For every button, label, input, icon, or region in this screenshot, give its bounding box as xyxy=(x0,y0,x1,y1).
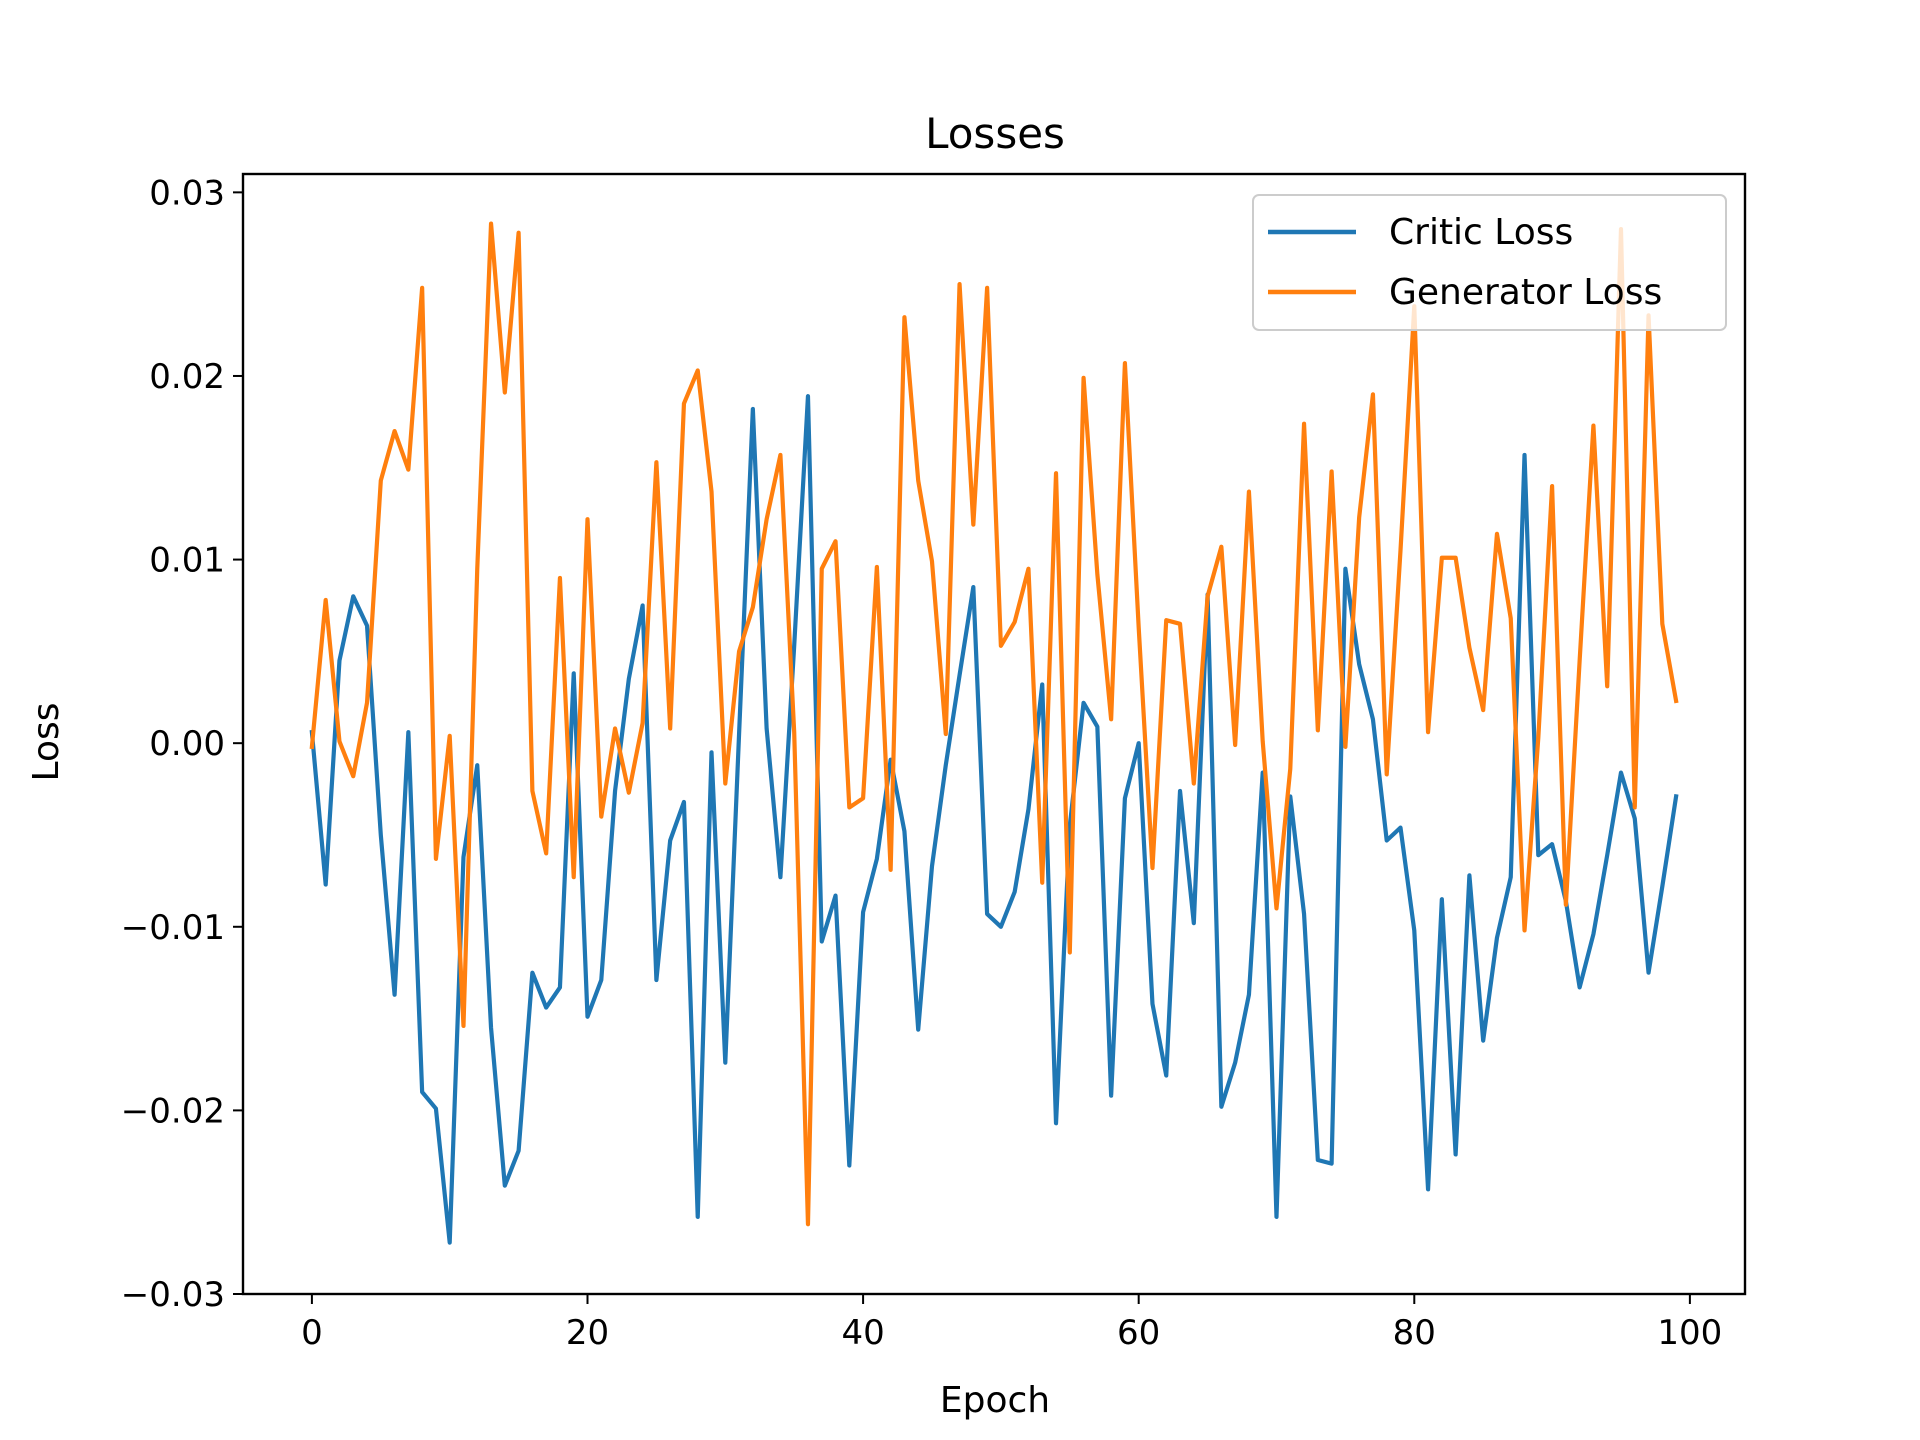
y-tick-label: −0.03 xyxy=(121,1275,225,1315)
legend: Critic Loss Generator Loss xyxy=(1252,194,1727,331)
plot-frame xyxy=(241,172,1747,1296)
y-axis-label: Loss xyxy=(26,703,67,782)
x-tick-label: 20 xyxy=(566,1313,609,1353)
x-axis-ticks: 0 20 40 60 80 100 xyxy=(301,1294,1722,1353)
y-axis-ticks: −0.03 −0.02 −0.01 0.00 0.01 0.02 0.03 xyxy=(121,173,243,1315)
y-tick-label: −0.02 xyxy=(121,1091,225,1131)
x-tick-label: 40 xyxy=(841,1313,884,1353)
y-tick-label: 0.01 xyxy=(149,541,225,581)
y-tick-label: −0.01 xyxy=(121,908,225,948)
legend-box xyxy=(1252,194,1727,331)
x-axis-label: Epoch xyxy=(940,1380,1050,1421)
x-tick-label: 60 xyxy=(1117,1313,1160,1353)
y-tick-label: 0.02 xyxy=(149,357,225,397)
legend-label-critic-loss: Critic Loss xyxy=(1389,212,1573,253)
x-tick-label: 100 xyxy=(1657,1313,1722,1353)
series-line-generator-loss xyxy=(309,221,1679,1227)
x-tick-label: 0 xyxy=(301,1313,323,1353)
y-tick-label: 0.00 xyxy=(149,724,225,764)
series-layer xyxy=(309,221,1679,1245)
legend-label-generator-loss: Generator Loss xyxy=(1389,272,1662,313)
series-line-critic-loss xyxy=(309,394,1679,1245)
y-tick-label: 0.03 xyxy=(149,173,225,213)
chart-title: Losses xyxy=(925,109,1065,158)
x-tick-label: 80 xyxy=(1393,1313,1436,1353)
